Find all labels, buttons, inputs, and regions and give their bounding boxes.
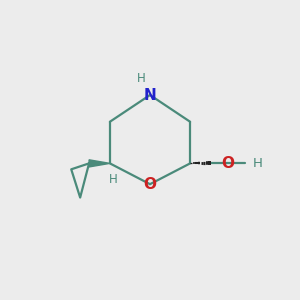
Text: H: H [109,173,118,186]
Text: O: O [221,156,234,171]
Polygon shape [89,160,110,167]
Text: H: H [137,72,146,85]
Text: N: N [144,88,156,103]
Text: H: H [253,157,262,170]
Text: O: O [143,177,157,192]
